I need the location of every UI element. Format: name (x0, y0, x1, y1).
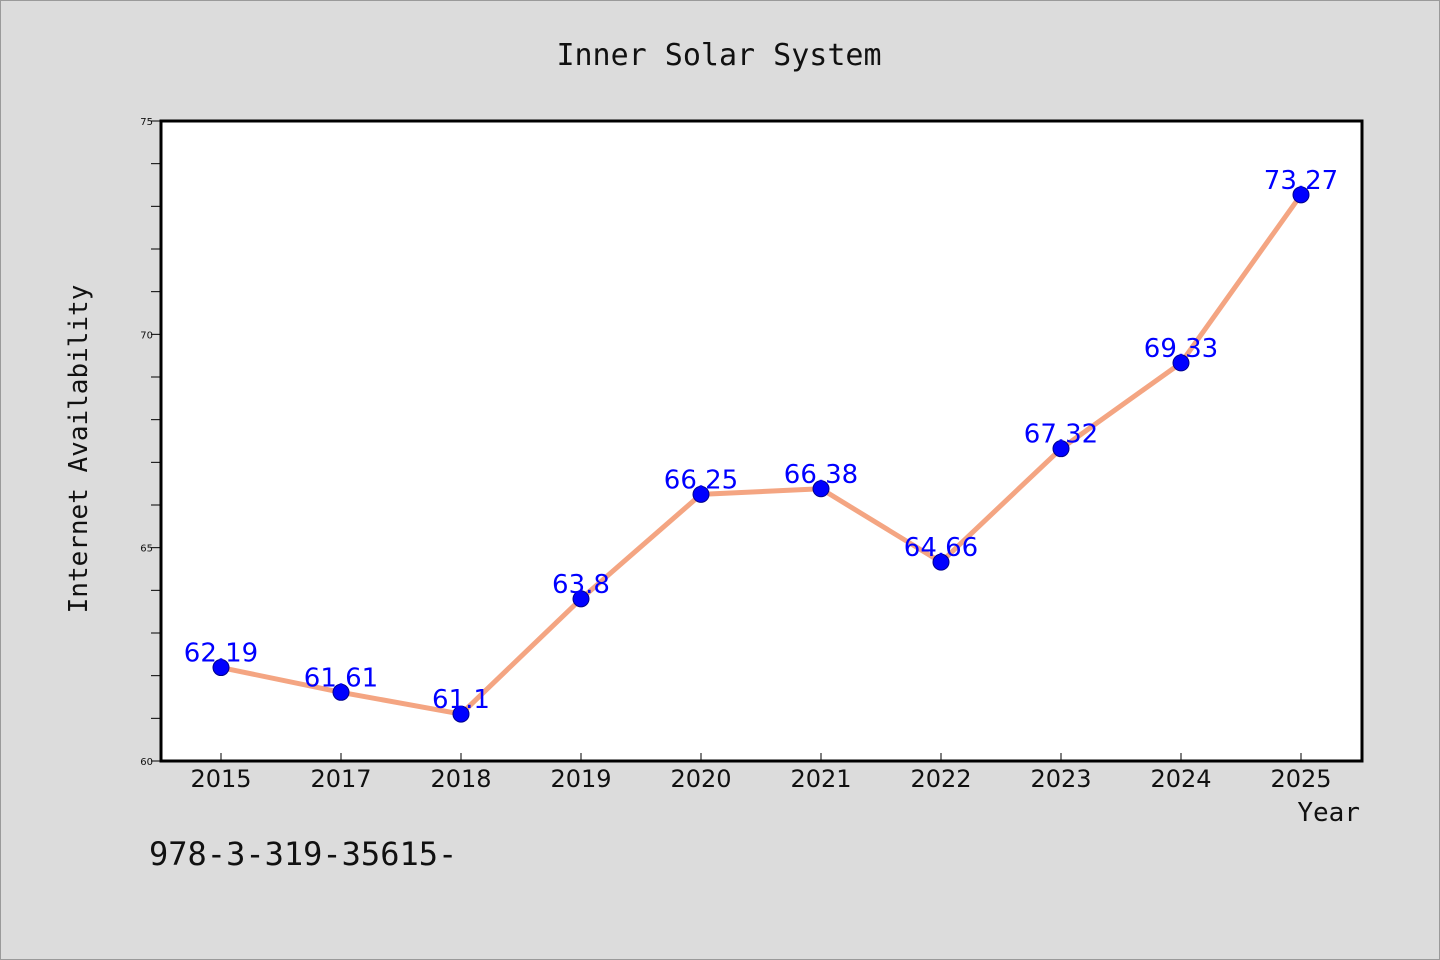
x-tick-label: 2023 (1030, 765, 1091, 793)
series-layer (212, 186, 1310, 723)
data-point (332, 683, 350, 701)
data-point (932, 553, 950, 571)
x-tick-label: 2018 (430, 765, 491, 793)
x-axis: 2015 2017 2018 2019 2020 2021 2022 2023 2024 2025 (190, 753, 1332, 793)
data-labels: 62.19 61.61 61.1 63.8 66.25 66.38 64.66 67.32 69… (184, 166, 1338, 715)
series-line (218, 192, 1304, 717)
chart-title: Inner Solar System (556, 38, 881, 73)
x-tick-label: 2025 (1270, 765, 1331, 793)
data-label: 66.25 (664, 465, 738, 495)
x-tick-label: 2019 (550, 765, 611, 793)
x-tick-label: 2021 (790, 765, 851, 793)
x-tick-label: 2024 (1150, 765, 1211, 793)
x-tick-label: 2017 (310, 765, 371, 793)
data-label: 62.19 (184, 639, 258, 669)
plot-area (159, 119, 1364, 763)
data-point (212, 659, 230, 677)
y-axis: 60 65 70 75 (140, 117, 161, 768)
data-point (572, 590, 590, 608)
data-point (1052, 440, 1070, 458)
data-label: 66.38 (784, 460, 858, 490)
data-label: 67.32 (1024, 420, 1098, 450)
data-point (452, 705, 470, 723)
data-label: 61.61 (304, 663, 378, 693)
y-tick-label: 60 (140, 757, 153, 768)
data-point (692, 485, 710, 503)
footer-text: 978-3-319-35615- (149, 835, 457, 873)
data-point (1172, 354, 1190, 372)
x-tick-label: 2020 (670, 765, 731, 793)
x-axis-label: Year (1297, 798, 1360, 828)
x-tick-label: 2022 (910, 765, 971, 793)
data-point (812, 480, 830, 498)
x-tick-label: 2015 (190, 765, 251, 793)
y-tick-label: 70 (140, 330, 153, 341)
data-label: 73.27 (1264, 166, 1338, 196)
data-label: 64.66 (904, 533, 978, 563)
data-label: 63.8 (552, 570, 610, 600)
data-label: 69.33 (1144, 334, 1218, 364)
y-tick-label: 65 (140, 544, 153, 555)
data-point (1292, 186, 1310, 204)
data-label: 61.1 (432, 685, 490, 715)
y-axis-label: Internet Availability (64, 285, 94, 614)
y-tick-label: 75 (140, 117, 153, 128)
